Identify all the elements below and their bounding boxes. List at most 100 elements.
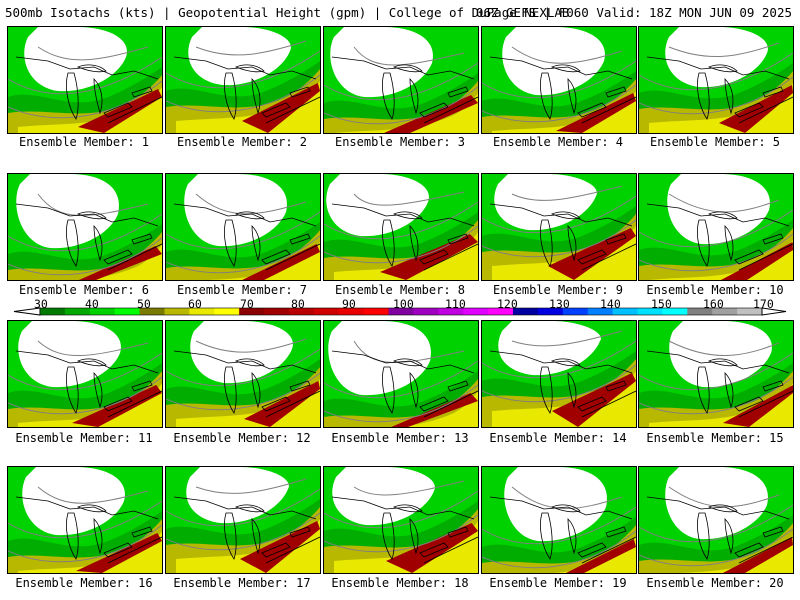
height-contour-1 — [8, 213, 162, 252]
lake-ontario-outline — [131, 233, 153, 245]
colorbar-swatch — [463, 308, 489, 315]
coastline — [265, 390, 320, 418]
ensemble-member-label: Ensemble Member: 9 — [492, 283, 624, 297]
height-contour-1 — [8, 352, 162, 391]
coastline — [423, 96, 478, 124]
calm-region — [330, 27, 433, 98]
ensemble-member-map — [165, 173, 321, 281]
colorbar-tick-label: 60 — [188, 297, 202, 311]
coastline — [581, 243, 636, 271]
lake-erie-outline — [419, 249, 449, 265]
border-line — [489, 350, 633, 374]
colorbar-outline — [39, 307, 763, 316]
lake-erie-outline — [261, 249, 291, 265]
colorbar-tick-label: 90 — [342, 297, 356, 311]
ensemble-member-label: Ensemble Member: 5 — [649, 135, 781, 149]
lake-michigan-outline — [224, 72, 237, 120]
ensemble-member-label: Ensemble Member: 1 — [18, 135, 150, 149]
colorbar-swatch — [40, 308, 66, 315]
colorbar-swatch — [363, 308, 390, 315]
height-contour-3 — [511, 486, 623, 509]
lake-erie-outline — [103, 249, 133, 265]
ensemble-member-label: Ensemble Member: 12 — [173, 431, 311, 445]
jet-max-core — [719, 85, 793, 133]
colorbar-tick-label: 120 — [497, 297, 518, 311]
height-contour-1 — [482, 60, 636, 99]
colorbar-swatch — [662, 308, 688, 315]
height-contour-3 — [37, 486, 149, 504]
height-contour-2 — [8, 524, 162, 563]
colorbar-swatch — [488, 308, 514, 315]
height-contour-2 — [166, 74, 320, 113]
lake-huron-outline — [251, 78, 261, 115]
lake-ontario-outline — [131, 380, 153, 392]
coastline — [107, 536, 162, 564]
ensemble-member-map — [638, 466, 794, 574]
lake-erie-outline — [577, 249, 607, 265]
height-contour-3 — [353, 46, 465, 66]
lake-superior-outline — [76, 504, 107, 513]
lake-superior-outline — [550, 64, 581, 73]
lake-huron-outline — [409, 518, 419, 555]
ensemble-member-map — [7, 173, 163, 281]
calm-region — [665, 467, 768, 540]
height-contour-3 — [37, 340, 149, 357]
lake-superior-outline — [550, 504, 581, 513]
lake-michigan-outline — [540, 512, 553, 560]
border-line — [646, 496, 790, 520]
lake-ontario-outline — [289, 233, 311, 245]
colorbar — [0, 296, 800, 320]
lake-ontario-outline — [605, 526, 627, 538]
lake-huron-outline — [567, 372, 577, 409]
calm-region — [22, 467, 125, 536]
lake-ontario-outline — [762, 526, 784, 538]
chart-title: 500mb Isotachs (kts) | Geopotential Heig… — [5, 5, 570, 20]
wind-band-70kt — [18, 87, 162, 133]
lake-ontario-outline — [605, 86, 627, 98]
colorbar-swatch — [288, 308, 315, 315]
lake-erie-outline — [419, 396, 449, 412]
height-contour-2 — [639, 233, 793, 272]
lake-huron-outline — [567, 225, 577, 262]
ensemble-member-map — [323, 320, 479, 428]
jet-max-core — [565, 539, 636, 573]
lake-erie-outline — [577, 396, 607, 412]
border-line — [489, 56, 633, 80]
wind-band-70kt — [492, 91, 636, 133]
ensemble-member-map — [7, 320, 163, 428]
lake-huron-outline — [93, 225, 103, 262]
height-contour-3 — [668, 193, 780, 213]
coastline — [265, 243, 320, 271]
border-line — [15, 350, 159, 374]
lake-superior-outline — [707, 358, 738, 367]
ensemble-member-map — [638, 320, 794, 428]
height-contour-2 — [166, 372, 320, 411]
border-line — [646, 203, 790, 227]
wind-band-70kt — [334, 93, 478, 133]
lake-michigan-outline — [224, 366, 237, 414]
height-contour-3 — [37, 46, 149, 61]
height-contour-2 — [8, 237, 162, 276]
height-contour-2 — [482, 219, 636, 258]
wind-band-70kt — [334, 391, 478, 427]
height-contour-3 — [668, 340, 780, 357]
height-contour-1 — [324, 62, 478, 101]
lake-michigan-outline — [540, 72, 553, 120]
colorbar-tick-label: 130 — [549, 297, 570, 311]
border-line — [489, 203, 633, 227]
lake-superior-outline — [234, 211, 265, 220]
height-contour-3 — [195, 40, 307, 56]
border-line — [489, 496, 633, 520]
calm-region — [502, 27, 605, 96]
colorbar-tick-label: 100 — [393, 297, 414, 311]
height-contour-1 — [482, 195, 636, 234]
lake-erie-outline — [734, 542, 764, 558]
coastline — [581, 96, 636, 124]
colorbar-swatch — [89, 308, 116, 315]
lake-michigan-outline — [540, 219, 553, 267]
height-contour-2 — [324, 384, 478, 423]
lake-erie-outline — [261, 542, 291, 558]
lake-michigan-outline — [540, 366, 553, 414]
colorbar-tick-label: 110 — [445, 297, 466, 311]
colorbar-tick-label: 150 — [651, 297, 672, 311]
